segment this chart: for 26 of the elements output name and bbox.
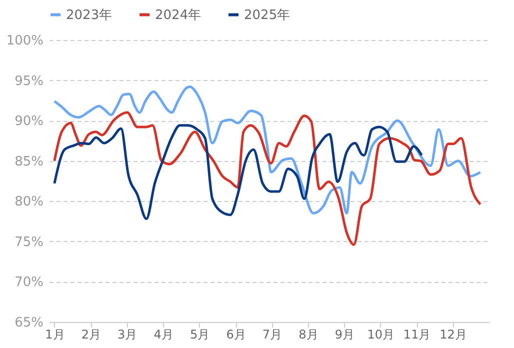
x-tick-label: 6月 [226,328,246,342]
x-tick-label: 12月 [440,328,467,342]
line-series [53,111,482,246]
y-tick-label: 85% [14,154,44,170]
x-tick-label: 8月 [298,328,318,342]
y-tick-label: 90% [14,114,44,130]
y-tick-label: 100% [6,34,44,48]
x-tick-label: 4月 [154,328,174,342]
x-tick-label: 7月 [262,328,282,342]
y-tick-label: 80% [14,194,44,210]
x-tick-label: 5月 [190,328,210,342]
y-tick-label: 75% [14,234,44,250]
y-tick-label: 65% [14,316,44,330]
x-tick-label: 10月 [367,328,394,342]
y-tick-label: 95% [14,74,44,89]
x-tick-label: 1月 [45,328,65,342]
x-tick-label: 3月 [118,328,138,342]
y-tick-label: 70% [14,275,44,290]
x-tick-label: 11月 [403,328,431,342]
legend-label: 2023年 [66,8,112,23]
line-series [53,124,423,220]
x-tick-label: 9月 [334,328,354,342]
x-tick-label: 2月 [81,328,101,342]
line-series [53,85,482,214]
legend-label: 2025年 [244,8,290,23]
legend-label: 2024年 [155,8,202,23]
